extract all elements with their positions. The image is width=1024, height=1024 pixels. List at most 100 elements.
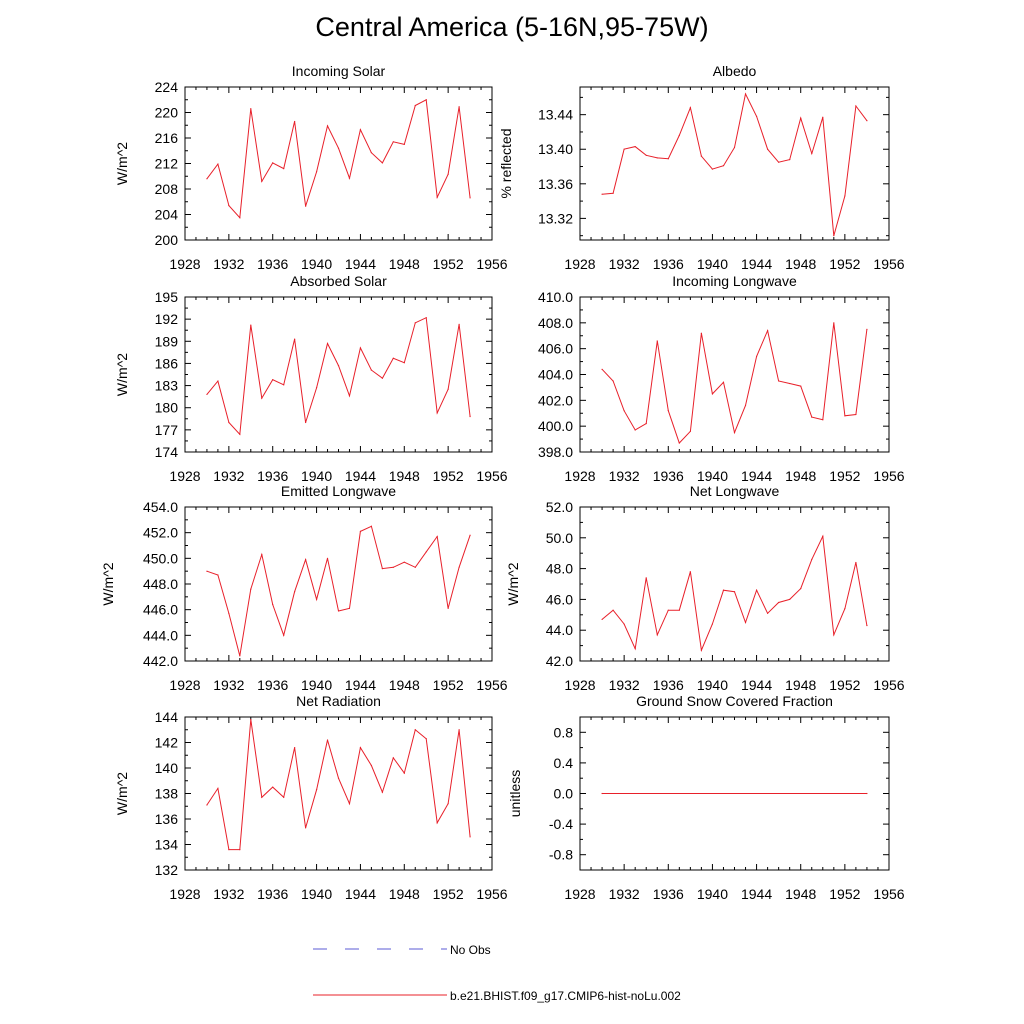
x-tick-label: 1940	[697, 256, 728, 272]
data-point	[634, 429, 636, 431]
x-tick-label: 1944	[741, 468, 772, 484]
data-point	[458, 729, 460, 731]
series-line	[602, 92, 868, 236]
y-tick-label: 13.36	[538, 176, 573, 192]
x-tick-label: 1952	[433, 256, 464, 272]
data-point	[700, 649, 702, 651]
data-point	[755, 115, 758, 117]
data-point	[370, 764, 372, 767]
data-point	[822, 116, 824, 118]
data-point	[206, 178, 208, 180]
y-tick-label: 180	[155, 400, 179, 416]
x-tick-label: 1952	[829, 256, 860, 272]
series-line	[206, 316, 471, 436]
x-tick-label: 1936	[257, 256, 288, 272]
y-tick-label: 140	[155, 760, 179, 776]
data-point	[348, 177, 351, 179]
data-point	[744, 404, 747, 407]
data-point	[844, 195, 846, 197]
data-point	[800, 117, 802, 119]
data-point	[689, 571, 691, 573]
data-point	[348, 803, 351, 805]
data-point	[414, 729, 416, 731]
y-axis-label: W/m^2	[100, 562, 116, 605]
data-point	[305, 559, 307, 561]
data-point	[315, 171, 318, 173]
data-point	[469, 197, 471, 199]
data-point	[217, 380, 219, 382]
y-tick-label: 132	[155, 862, 179, 878]
data-point	[667, 609, 669, 611]
y-tick-label: 174	[155, 444, 179, 460]
legend-model-label: b.e21.BHIST.f09_g17.CMIP6-hist-noLu.002	[450, 989, 681, 1003]
series-line	[206, 99, 471, 219]
data-point	[667, 158, 669, 160]
x-tick-label: 1948	[785, 886, 816, 902]
data-point	[425, 99, 427, 101]
x-tick-label: 1940	[697, 886, 728, 902]
data-point	[326, 557, 329, 559]
y-tick-label: 13.32	[538, 210, 573, 226]
data-point	[733, 591, 736, 593]
y-tick-label: 220	[155, 105, 179, 121]
x-tick-label: 1952	[433, 468, 464, 484]
data-point	[833, 634, 835, 636]
data-point	[833, 322, 835, 324]
y-tick-label: 400.0	[538, 418, 573, 434]
data-point	[272, 786, 274, 788]
data-point	[294, 120, 296, 123]
data-point	[294, 338, 296, 340]
x-tick-label: 1944	[345, 256, 376, 272]
data-point	[283, 384, 285, 386]
data-point	[370, 525, 372, 527]
x-tick-label: 1936	[653, 256, 684, 272]
data-point	[469, 836, 471, 838]
panel-8: Ground Snow Covered Fraction unitless 1928…	[507, 693, 905, 902]
y-tick-label: 446.0	[143, 602, 178, 618]
data-point	[348, 395, 351, 397]
x-tick-label: 1940	[301, 886, 332, 902]
x-tick-label: 1936	[257, 677, 288, 693]
data-point	[789, 382, 791, 385]
data-point	[711, 168, 714, 170]
panel-title: Incoming Longwave	[672, 273, 797, 289]
x-tick-label: 1956	[873, 256, 904, 272]
data-point	[601, 792, 603, 795]
x-tick-label: 1932	[609, 677, 640, 693]
data-point	[305, 421, 307, 424]
data-point	[844, 415, 846, 417]
panel-title: Incoming Solar	[292, 63, 386, 79]
x-tick-label: 1952	[829, 468, 860, 484]
data-point	[656, 157, 658, 159]
y-axis-label: unitless	[507, 770, 523, 817]
y-tick-label: 0.4	[554, 755, 574, 771]
data-point	[414, 104, 416, 107]
y-tick-label: 50.0	[546, 530, 573, 546]
y-tick-label: 444.0	[143, 627, 178, 643]
x-tick-label: 1932	[213, 468, 244, 484]
data-point	[789, 598, 791, 601]
data-point	[315, 789, 318, 791]
x-tick-label: 1944	[741, 256, 772, 272]
x-tick-label: 1932	[609, 256, 640, 272]
data-point	[272, 379, 274, 381]
y-tick-label: 410.0	[538, 289, 573, 305]
data-point	[217, 163, 219, 165]
data-point	[326, 342, 329, 345]
panel-1: Incoming Solar W/m^2 1928 1932 1936 1940 1944 1…	[114, 63, 508, 272]
data-point	[623, 410, 625, 412]
data-point	[601, 618, 603, 621]
data-point	[458, 323, 460, 325]
x-tick-label: 1940	[697, 677, 728, 693]
y-tick-label: 402.0	[538, 392, 573, 408]
x-tick-label: 1944	[345, 468, 376, 484]
legend: No Obs b.e21.BHIST.f09_g17.CMIP6-hist-noL…	[313, 943, 681, 1003]
data-point	[414, 322, 416, 324]
data-point	[700, 155, 702, 157]
data-point	[425, 551, 427, 553]
y-axis-label: W/m^2	[114, 353, 130, 396]
y-tick-label: 13.40	[538, 141, 573, 157]
data-point	[392, 566, 394, 568]
y-axis-label: W/m^2	[114, 772, 130, 815]
data-point	[206, 393, 208, 396]
